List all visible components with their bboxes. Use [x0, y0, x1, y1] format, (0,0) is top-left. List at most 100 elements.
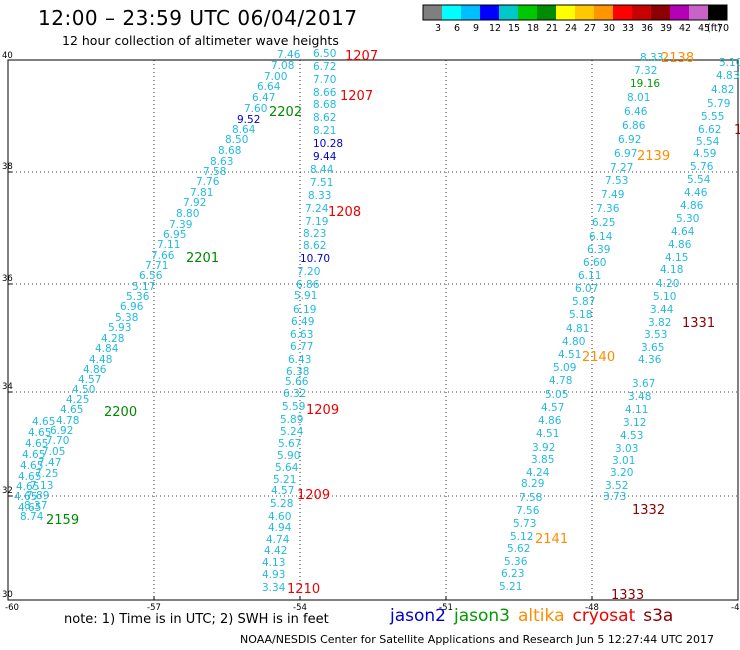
wave-height-label: 4.18: [660, 264, 683, 276]
wave-height-label: 6.49: [291, 316, 314, 328]
colorbar-swatch: [670, 5, 689, 20]
wave-height-label-cluster: 4.65: [14, 491, 37, 503]
colorbar-swatch: [613, 5, 632, 20]
wave-height-label: 7.13: [30, 480, 53, 492]
colorbar-tick-label: 30: [603, 23, 615, 34]
wave-height-label: 7.81: [190, 187, 213, 199]
colorbar-swatch: [556, 5, 575, 20]
pass-time-label: 1333: [611, 588, 644, 603]
wave-height-label: 9.52: [237, 114, 260, 126]
colorbar-tick-label: 39: [660, 23, 672, 34]
latitude-label: 30: [2, 590, 13, 600]
colorbar-swatch: [537, 5, 556, 20]
credit-text: NOAA/NESDIS Center for Satellite Applica…: [240, 633, 715, 646]
pass-time-label: 1209: [306, 403, 339, 418]
wave-height-label-cluster: 4.65: [22, 449, 45, 461]
longitude-label: -60: [5, 603, 19, 613]
wave-height-label: 3.53: [644, 329, 667, 341]
wave-height-label: 4.57: [541, 402, 564, 414]
wave-height-label: 3.34: [262, 582, 286, 594]
pass-time-label: 2138: [661, 51, 694, 66]
wave-height-label: 6.39: [587, 244, 610, 256]
wave-height-label-cluster: 4.65: [18, 502, 41, 514]
wave-height-label: 4.60: [268, 511, 291, 523]
wave-height-label: 6.56: [139, 270, 163, 282]
wave-height-label: 4.86: [668, 239, 692, 251]
wave-height-label: 6.46: [624, 106, 648, 118]
wave-height-label: 6.14: [589, 231, 613, 243]
wave-height-label: 6.92: [50, 425, 73, 437]
longitude-label: -57: [147, 603, 161, 613]
wave-height-label: 8.66: [313, 87, 337, 99]
wave-height-label: 3.52: [605, 480, 628, 492]
pass-time-label: 1208: [328, 205, 361, 220]
wave-height-label: 5.54: [687, 174, 711, 186]
wave-height-label: 7.00: [264, 71, 287, 83]
wave-height-label: 7.25: [35, 468, 58, 480]
colorbar-frame: [422, 4, 728, 21]
wave-height-label: 6.86: [296, 279, 320, 291]
legend-item-jason2: jason2: [390, 606, 446, 626]
wave-height-label: 8.23: [303, 228, 326, 240]
pass-time-label: 1209: [297, 488, 330, 503]
wave-height-label: 7.46: [277, 49, 301, 61]
pass-time-label: 2159: [46, 513, 79, 528]
wave-height-label: 4.13: [262, 557, 285, 569]
wave-height-label: 7.70: [313, 74, 336, 86]
wave-height-label: 8.64: [232, 124, 256, 136]
wave-height-label: 8.37: [24, 500, 47, 512]
colorbar-swatch: [632, 5, 651, 20]
wave-height-label: 5.54: [696, 136, 720, 148]
wave-height-label: 3.12: [623, 417, 646, 429]
wave-height-label: 8.63: [210, 156, 233, 168]
wave-height-label: 6.63: [290, 329, 313, 341]
colorbar-tick-label: 42: [679, 23, 691, 34]
wave-height-label: 7.05: [42, 446, 65, 458]
wave-height-label: 7.58: [519, 492, 542, 504]
wave-height-label: 6.43: [288, 354, 311, 366]
wave-height-label: 3.20: [610, 467, 633, 479]
colorbar-swatch: [651, 5, 670, 20]
wave-height-label: 7.58: [203, 166, 226, 178]
colorbar-swatch: [480, 5, 499, 20]
wave-height-label: 8.33: [640, 52, 663, 64]
page-subtitle: 12 hour collection of altimeter wave hei…: [62, 33, 339, 48]
wave-height-label: 6.38: [286, 366, 309, 378]
wave-height-label: 5.87: [572, 296, 595, 308]
wave-height-label: 8.62: [313, 112, 336, 124]
wave-height-label: 5.62: [507, 543, 530, 555]
wave-height-label: 6.23: [501, 568, 524, 580]
wave-height-label: 4.46: [684, 187, 708, 199]
wave-height-label: 4.84: [95, 343, 119, 355]
wave-height-label: 7.24: [305, 203, 329, 215]
pass-time-label: 1207: [340, 89, 373, 104]
colorbar-tick-label: 6: [454, 23, 460, 34]
wave-height-label: 4.78: [549, 375, 572, 387]
pass-time-label: 2202: [269, 105, 302, 120]
wave-height-label: 3.85: [531, 454, 554, 466]
wave-height-label: 4.51: [558, 349, 581, 361]
colorbar-tick-label: 33: [622, 23, 634, 34]
wave-height-label: 7.51: [310, 177, 333, 189]
latitude-label: 40: [2, 51, 13, 61]
legend-item-jason3: jason3: [454, 606, 510, 626]
longitude-label: -54: [293, 603, 307, 613]
wave-height-label: 5.24: [280, 426, 304, 438]
wave-height-label: 9.44: [313, 151, 337, 163]
wave-height-label: 4.57: [78, 374, 101, 386]
colorbar-swatch: [442, 5, 461, 20]
wave-height-label: 4.24: [526, 467, 550, 479]
longitude-label: -45: [731, 603, 740, 613]
colorbar-swatch: [708, 5, 727, 20]
latitude-label: 38: [2, 162, 13, 172]
pass-time-label: 2200: [104, 405, 137, 420]
wave-height-label: 8.68: [313, 99, 336, 111]
colorbar-swatch: [594, 5, 613, 20]
wave-height-label: 7.20: [297, 266, 320, 278]
colorbar-tick-label: 70: [717, 23, 729, 34]
wave-height-label: 7.70: [46, 435, 69, 447]
latitude-label: 32: [2, 486, 13, 496]
wave-height-label: 4.20: [656, 278, 679, 290]
wave-height-label: 4.94: [268, 522, 292, 534]
